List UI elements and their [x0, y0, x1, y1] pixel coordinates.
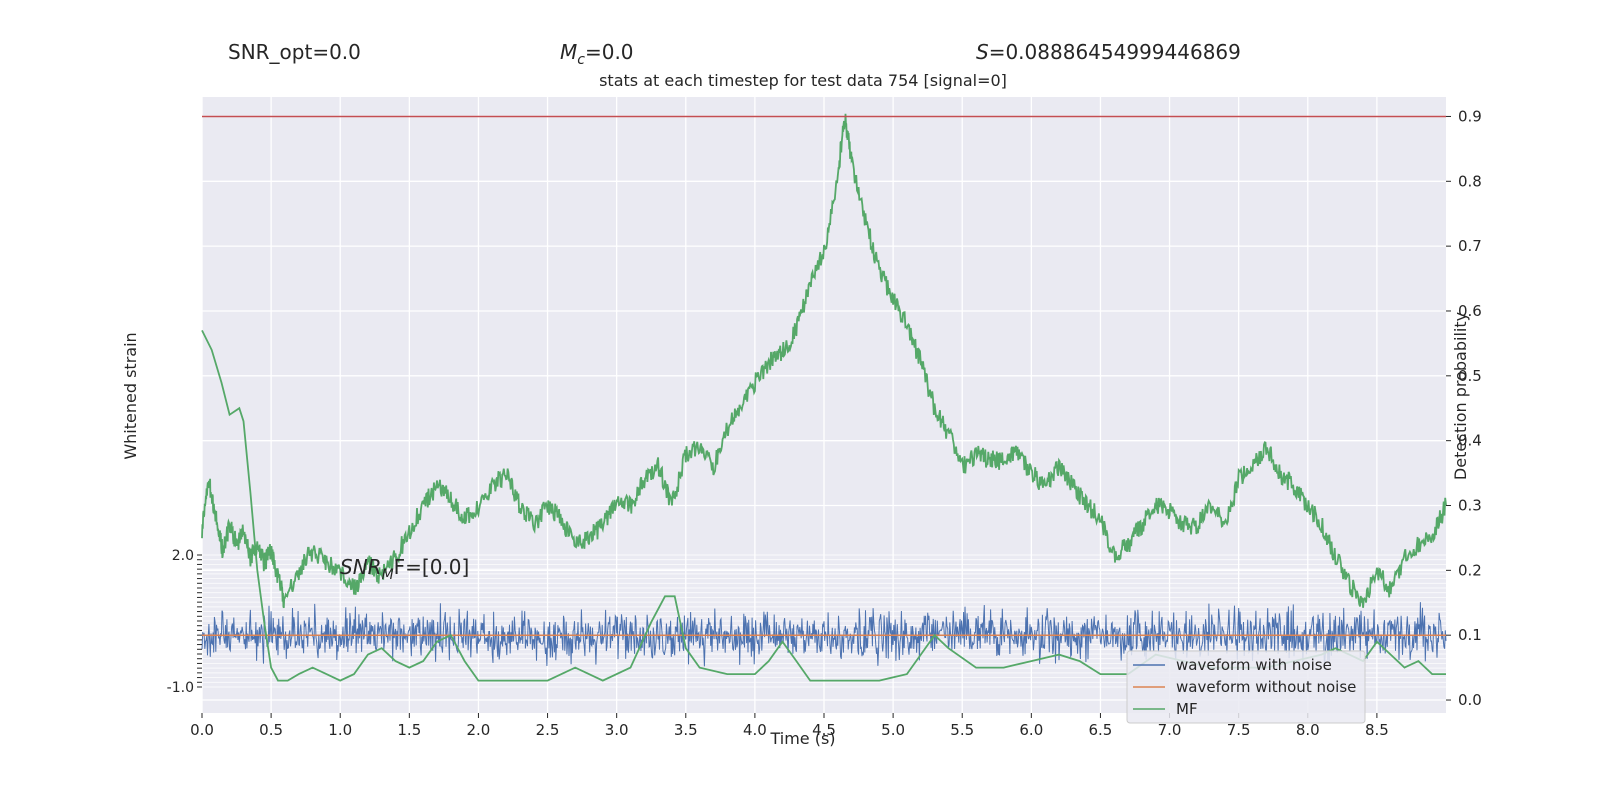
right-axis-ticks: 0.0 0.1 0.2 0.3 0.4 0.5 0.6 0.7 0.8 0.9 [1446, 107, 1482, 709]
right-tick-label: 0.9 [1458, 107, 1482, 125]
x-tick-label: 1.5 [397, 721, 421, 739]
snr-opt-label: SNR_opt=0.0 [228, 40, 361, 64]
left-axis-ticks: 2.0 -1.0 [167, 548, 202, 696]
x-tick-label: 3.5 [674, 721, 698, 739]
right-tick-label: 0.0 [1458, 691, 1482, 709]
right-tick-label: 0.7 [1458, 237, 1482, 255]
x-tick-label: 4.5 [812, 721, 836, 739]
right-tick-label: 0.8 [1458, 172, 1482, 190]
x-tick-label: 3.0 [605, 721, 629, 739]
left-axis-label: Whitened strain [121, 332, 140, 459]
x-tick-label: 2.5 [536, 721, 560, 739]
right-tick-label: 0.3 [1458, 497, 1482, 515]
x-tick-label: 7.5 [1227, 721, 1251, 739]
legend-item-noise: waveform with noise [1133, 656, 1332, 674]
mc-label: Mc=0.0 [560, 40, 634, 68]
legend-label-mf: MF [1176, 700, 1198, 718]
legend-item-mf: MF [1133, 700, 1198, 718]
detection-probability-series [201, 113, 1447, 609]
x-tick-label: 6.0 [1019, 721, 1043, 739]
x-tick-label: 0.0 [190, 721, 214, 739]
x-tick-label: 4.0 [743, 721, 767, 739]
right-tick-label: 0.1 [1458, 626, 1482, 644]
x-tick-label: 2.0 [467, 721, 491, 739]
left-tick-label: 2.0 [172, 548, 194, 564]
legend-box [1126, 650, 1366, 724]
x-tick-label: 0.5 [259, 721, 283, 739]
right-tick-label: 0.4 [1458, 432, 1482, 450]
chart-title: stats at each timestep for test data 754… [599, 71, 1007, 90]
x-axis-ticks: 0.0 0.5 1.0 1.5 2.0 2.5 3.0 3.5 4.0 4.5 5.0 5.5 6.0 6… [190, 713, 1389, 739]
x-tick-label: 5.0 [881, 721, 905, 739]
x-axis-label: Time (s) [769, 729, 835, 748]
waveform-with-noise-series [201, 602, 1447, 669]
x-tick-label: 8.0 [1296, 721, 1320, 739]
right-tick-label: 0.6 [1458, 302, 1482, 320]
x-tick-label: 1.0 [328, 721, 352, 739]
legend: waveform with noise waveform without noi… [1126, 650, 1366, 724]
x-tick-label: 6.5 [1089, 721, 1113, 739]
legend-item-clean: waveform without noise [1133, 678, 1356, 696]
right-tick-label: 0.2 [1458, 561, 1482, 579]
x-tick-label: 8.5 [1365, 721, 1389, 739]
x-tick-label: 5.5 [950, 721, 974, 739]
x-tick-label: 7.0 [1158, 721, 1182, 739]
s-label: S=0.08886454999446869 [976, 40, 1241, 64]
right-axis-label: Detection probability [1451, 312, 1470, 480]
legend-label-clean: waveform without noise [1176, 678, 1356, 696]
snr-mf-annotation: SNRMF=[0.0] [340, 555, 469, 583]
right-tick-label: 0.5 [1458, 367, 1482, 385]
left-tick-label: -1.0 [167, 680, 194, 696]
legend-label-noise: waveform with noise [1176, 656, 1332, 674]
